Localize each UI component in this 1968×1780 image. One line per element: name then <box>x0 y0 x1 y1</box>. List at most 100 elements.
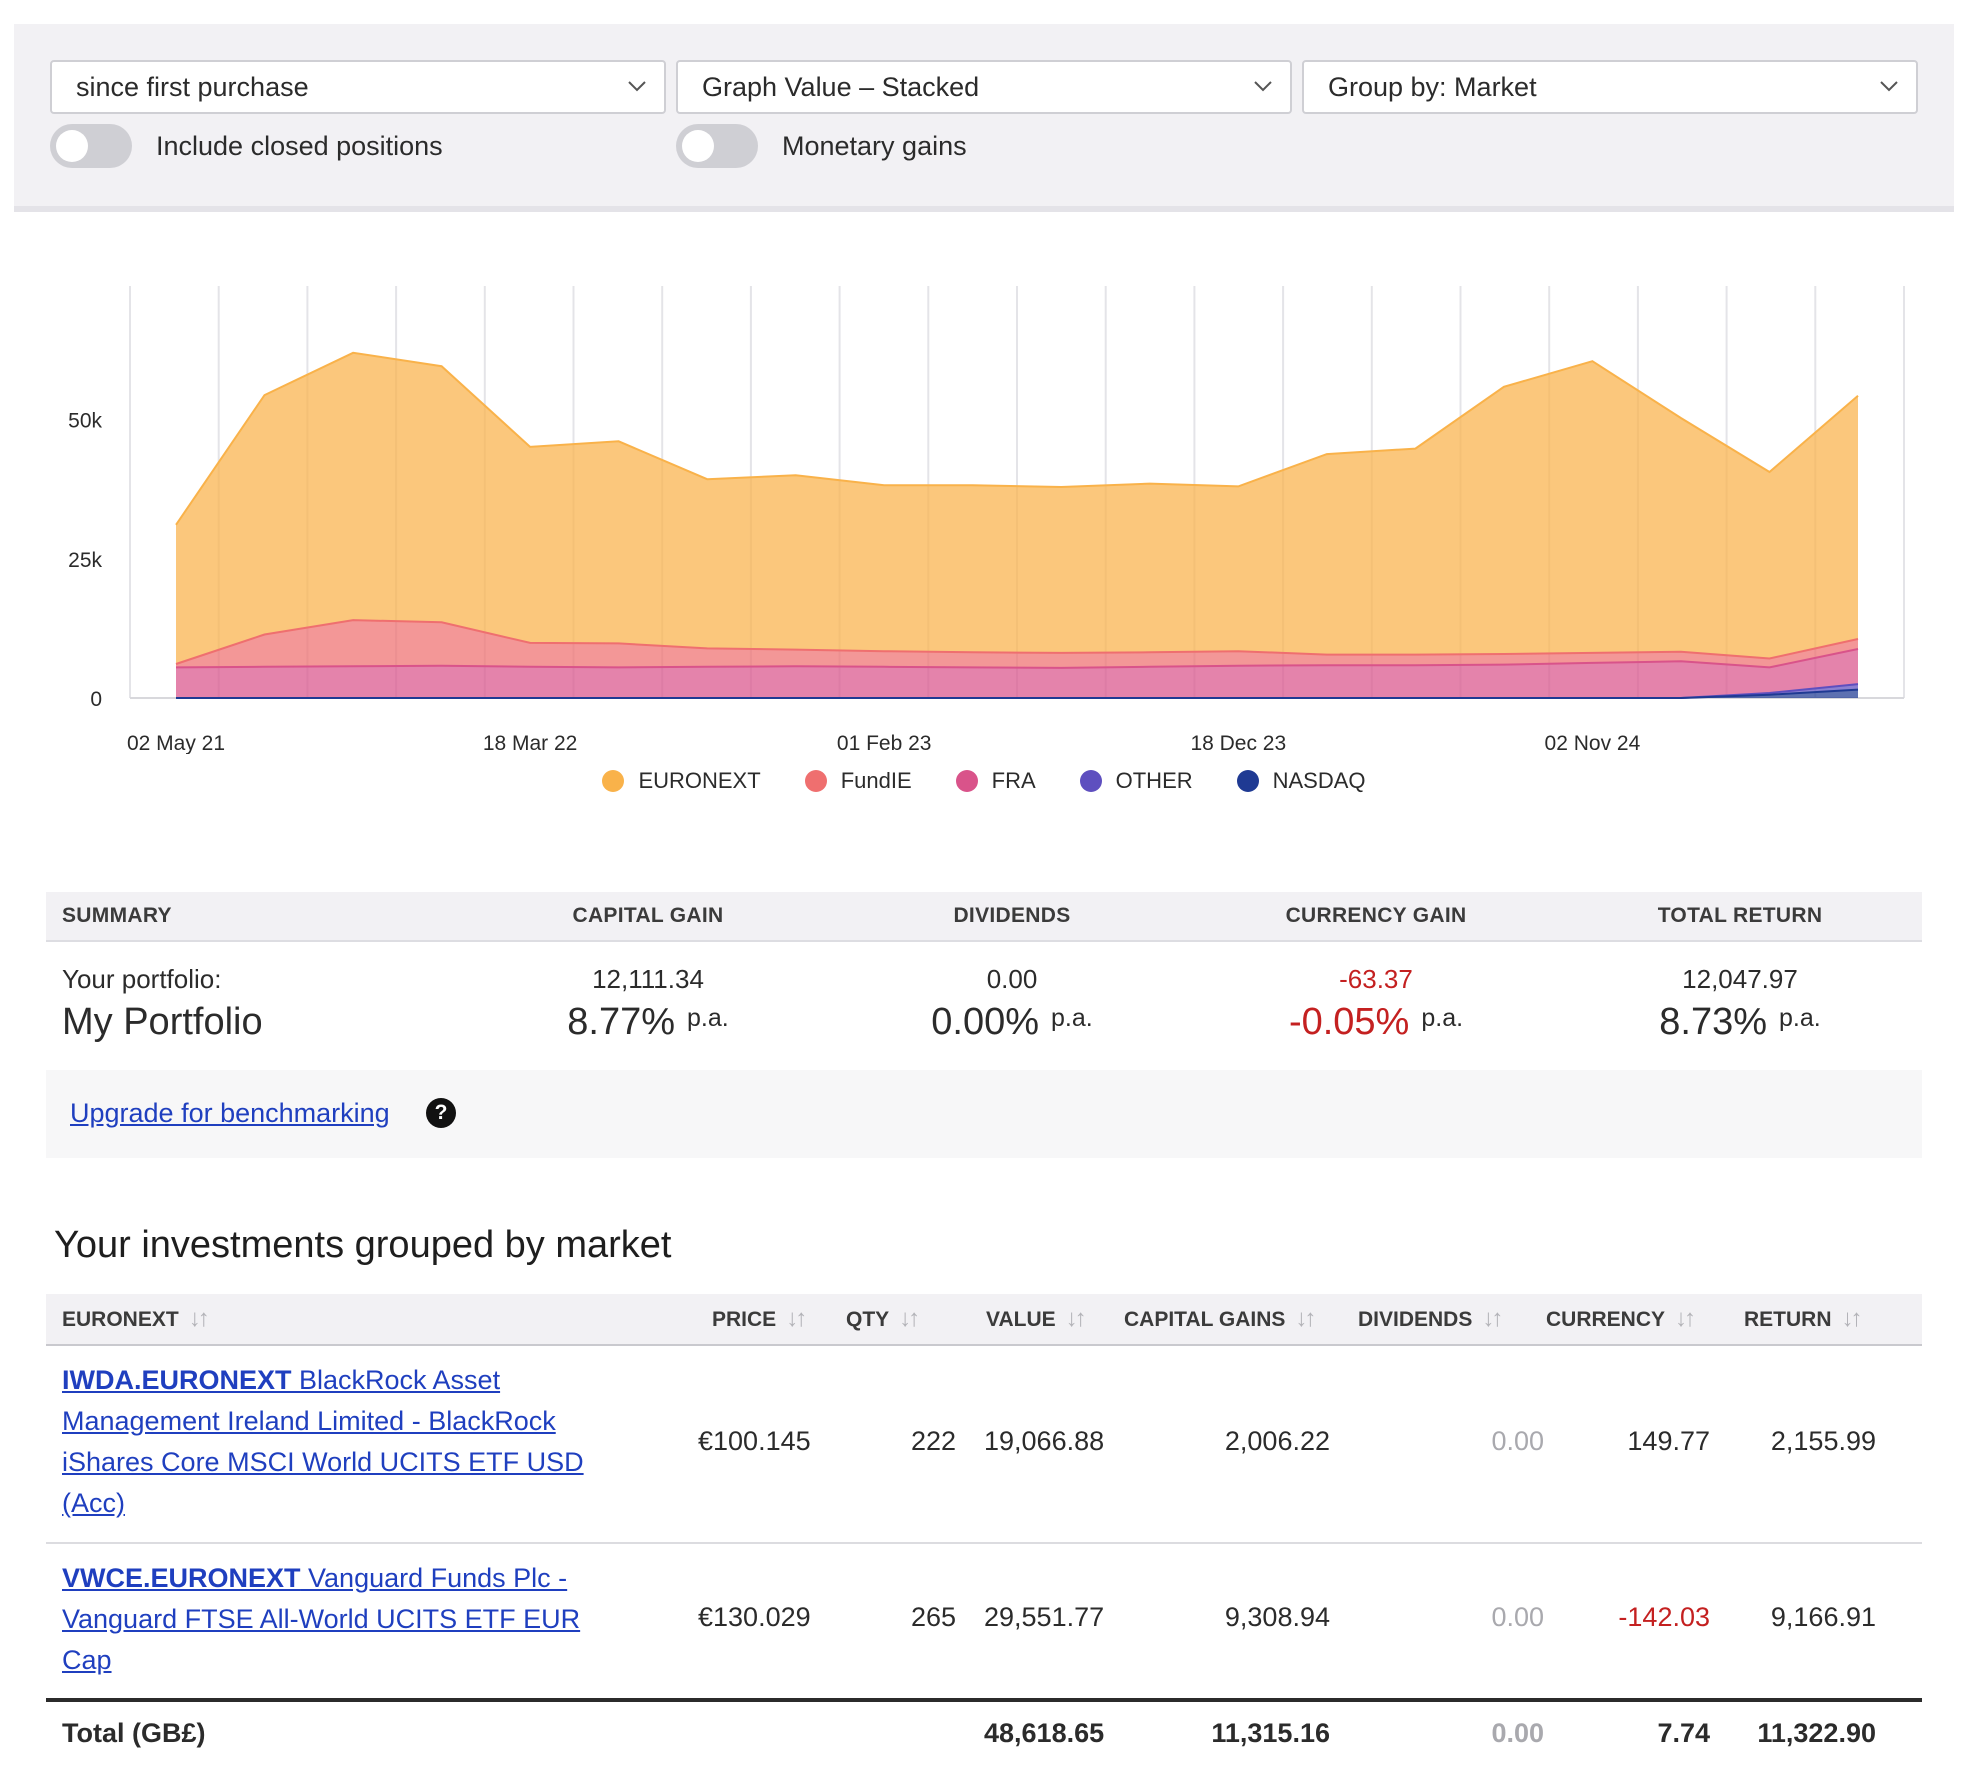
market-header-label: EURONEXT <box>62 1308 179 1331</box>
fund-name-link[interactable]: iShares Core MSCI World UCITS ETF USD <box>62 1447 584 1477</box>
area-fundie <box>176 620 1858 668</box>
summary-header-row: SUMMARY CAPITAL GAIN DIVIDENDS CURRENCY … <box>46 892 1922 942</box>
legend-item-euronext[interactable]: EURONEXT <box>602 768 761 794</box>
market-column-header[interactable]: EURONEXT ↓↑ <box>62 1294 210 1344</box>
y-tick-label: 50k <box>68 410 102 433</box>
portfolio-name: My Portfolio <box>62 1001 263 1043</box>
currency-cell: -142.03 <box>1618 1602 1710 1632</box>
ticker-link[interactable]: VWCE.EURONEXT <box>62 1563 301 1593</box>
fund-name-link[interactable]: BlackRock Asset <box>291 1365 501 1395</box>
legend-label: FundIE <box>840 768 912 793</box>
currency-column-header[interactable]: CURRENCY ↓↑ <box>1546 1294 1696 1344</box>
capital-gains-cell: 2,006.22 <box>1224 1426 1330 1456</box>
total-return-pct: 8.73% <box>1659 1001 1768 1043</box>
sort-icon: ↓↑ <box>1065 1305 1087 1332</box>
legend-label: OTHER <box>1115 768 1193 793</box>
capital-gain-header: CAPITAL GAIN <box>572 904 724 927</box>
fund-name-link[interactable]: Cap <box>62 1645 112 1675</box>
chevron-down-icon <box>1254 81 1272 92</box>
portfolio-cell: Your portfolio: My Portfolio <box>46 942 466 1070</box>
qty-header-label: QTY <box>846 1308 890 1331</box>
series-line-euronext <box>175 351 1859 526</box>
investment-name-cell: VWCE.EURONEXT Vanguard Funds Plc - Vangu… <box>62 1558 580 1681</box>
total-return-header: TOTAL RETURN <box>1657 904 1823 927</box>
currency-gain-cell: -63.37 -0.05% p.a. <box>1194 942 1558 1070</box>
currency-header-label: CURRENCY <box>1546 1308 1666 1331</box>
pa-label: p.a. <box>1051 1004 1093 1032</box>
include-closed-positions-toggle[interactable] <box>50 124 132 168</box>
benchmark-banner: Upgrade for benchmarking ? <box>46 1070 1922 1158</box>
legend-label: FRA <box>991 768 1036 793</box>
fund-name-link[interactable]: Vanguard Funds Plc - <box>300 1563 568 1593</box>
value-column-header[interactable]: VALUE ↓↑ <box>986 1294 1087 1344</box>
sort-icon: ↓↑ <box>1295 1305 1316 1332</box>
qty-column-header[interactable]: QTY ↓↑ <box>846 1294 920 1344</box>
currency-gain-value: -63.37 <box>1339 964 1413 994</box>
capital-gains-column-header[interactable]: CAPITAL GAINS ↓↑ <box>1124 1294 1316 1344</box>
price-header-label: PRICE <box>712 1308 777 1331</box>
toggle-knob <box>682 130 714 162</box>
price-column-header[interactable]: PRICE ↓↑ <box>712 1294 807 1344</box>
return-column-header[interactable]: RETURN ↓↑ <box>1744 1294 1863 1344</box>
capital-gain-cell: 12,111.34 8.77% p.a. <box>466 942 830 1070</box>
value-header-label: VALUE <box>986 1308 1056 1331</box>
graph-value-select-value: Graph Value – Stacked <box>702 72 980 102</box>
price-cell: €100.145 <box>698 1426 811 1456</box>
fund-name-link[interactable]: Management Ireland Limited - BlackRock <box>62 1406 556 1436</box>
sort-icon: ↓↑ <box>899 1305 920 1332</box>
sort-icon: ↓↑ <box>1841 1305 1863 1332</box>
dividends-header-label: DIVIDENDS <box>1358 1308 1473 1331</box>
summary-row: Your portfolio: My Portfolio 12,111.34 8… <box>46 942 1922 1070</box>
include-closed-positions-label: Include closed positions <box>156 131 443 161</box>
investments-table: EURONEXT ↓↑ PRICE ↓↑ QTY ↓↑ VALUE ↓↑ CAPITAL… <box>46 1294 1922 1766</box>
series-line-nasdaq <box>176 688 1859 699</box>
toggle-knob <box>56 130 88 162</box>
y-tick-label: 0 <box>90 688 102 711</box>
controls-bar: since first purchase Graph Value – Stack… <box>14 24 1954 212</box>
capital-gain-value: 12,111.34 <box>592 964 704 994</box>
help-icon[interactable]: ? <box>426 1098 456 1128</box>
fund-name-link[interactable]: Vanguard FTSE All-World UCITS ETF EUR <box>62 1604 581 1634</box>
group-by-select[interactable]: Group by: Market <box>1302 60 1918 114</box>
your-portfolio-label: Your portfolio: <box>62 964 222 994</box>
capital-gains-header-label: CAPITAL GAINS <box>1124 1308 1286 1331</box>
dividends-cell: 0.00 <box>1491 1426 1544 1456</box>
ticker-link[interactable]: IWDA.EURONEXT <box>62 1365 292 1395</box>
legend-item-fra[interactable]: FRA <box>955 768 1036 794</box>
pa-label: p.a. <box>1421 1004 1464 1032</box>
series-line-fra <box>175 648 1859 669</box>
portfolio-performance-panel: since first purchase Graph Value – Stack… <box>14 24 1954 1780</box>
legend-marker <box>1079 770 1102 792</box>
legend-item-other[interactable]: OTHER <box>1079 768 1193 794</box>
value-cell: 19,066.88 <box>984 1426 1105 1456</box>
currency-cell: 149.77 <box>1627 1426 1710 1456</box>
investments-header-row: EURONEXT ↓↑ PRICE ↓↑ QTY ↓↑ VALUE ↓↑ CAPITAL… <box>46 1294 1922 1346</box>
total-capital-gains: 11,315.16 <box>1211 1718 1330 1748</box>
dividends-column-header[interactable]: DIVIDENDS ↓↑ <box>1358 1294 1503 1344</box>
legend-item-fundie[interactable]: FundIE <box>804 768 912 794</box>
upgrade-benchmarking-link[interactable]: Upgrade for benchmarking <box>70 1098 390 1128</box>
pa-label: p.a. <box>687 1004 729 1032</box>
x-tick-label: 18 Mar 22 <box>483 732 578 754</box>
qty-cell: 265 <box>910 1602 956 1632</box>
stacked-area-chart: 0 25k 50k 02 May 21 18 Mar 22 01 Feb 23 18 Dec… <box>68 286 1905 754</box>
price-cell: €130.029 <box>698 1602 811 1632</box>
monetary-gains-toggle[interactable] <box>676 124 758 168</box>
sort-icon: ↓↑ <box>188 1305 210 1332</box>
group-by-select-value: Group by: Market <box>1328 72 1537 102</box>
total-row: Total (GB£) 48,618.65 11,315.16 0.00 7.7… <box>46 1698 1922 1766</box>
legend-label: EURONEXT <box>638 768 761 793</box>
legend-marker <box>602 770 625 792</box>
period-select[interactable]: since first purchase <box>50 60 666 114</box>
currency-gain-header: CURRENCY GAIN <box>1285 904 1467 927</box>
dividends-pct: 0.00% <box>931 1001 1040 1043</box>
legend-item-nasdaq[interactable]: NASDAQ <box>1236 768 1366 794</box>
monetary-gains-label: Monetary gains <box>782 131 967 161</box>
legend-marker <box>804 770 827 792</box>
fund-name-link[interactable]: (Acc) <box>62 1488 125 1518</box>
currency-gain-pct: -0.05% <box>1288 1001 1410 1043</box>
qty-cell: 222 <box>910 1426 956 1456</box>
graph-value-select[interactable]: Graph Value – Stacked <box>676 60 1292 114</box>
period-select-value: since first purchase <box>76 72 309 102</box>
chart-legend: EURONEXT FundIE FRA OTHER NASDAQ <box>14 768 1954 794</box>
